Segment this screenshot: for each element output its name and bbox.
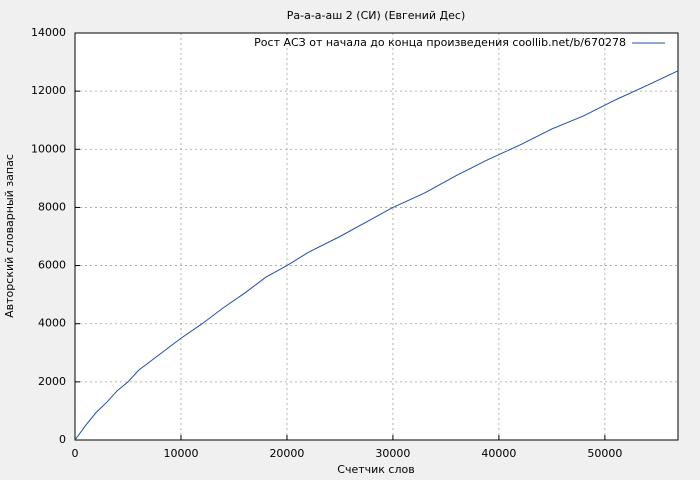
x-axis-label: Счетчик слов [337,463,414,476]
x-tick-label: 50000 [587,447,622,460]
x-tick-label: 10000 [163,447,198,460]
legend-label: Рост АСЗ от начала до конца произведения… [254,36,626,49]
chart-title: Ра-а-а-аш 2 (СИ) (Евгений Дес) [287,9,466,22]
y-tick-label: 8000 [38,200,66,213]
y-tick-label: 12000 [31,84,66,97]
y-axis-label: Авторский словарный запас [3,154,16,318]
y-tick-label: 10000 [31,142,66,155]
plot-frame [74,32,679,441]
y-tick-label: 2000 [38,375,66,388]
y-tick-label: 4000 [38,317,66,330]
y-tick-label: 6000 [38,259,66,272]
data-line [74,70,679,441]
x-tick-label: 30000 [375,447,410,460]
x-tick-label: 0 [72,447,79,460]
plot-area [75,33,678,440]
y-tick-label: 14000 [31,26,66,39]
y-tick-label: 0 [59,433,66,446]
x-tick-label: 40000 [481,447,516,460]
x-tick-label: 20000 [269,447,304,460]
